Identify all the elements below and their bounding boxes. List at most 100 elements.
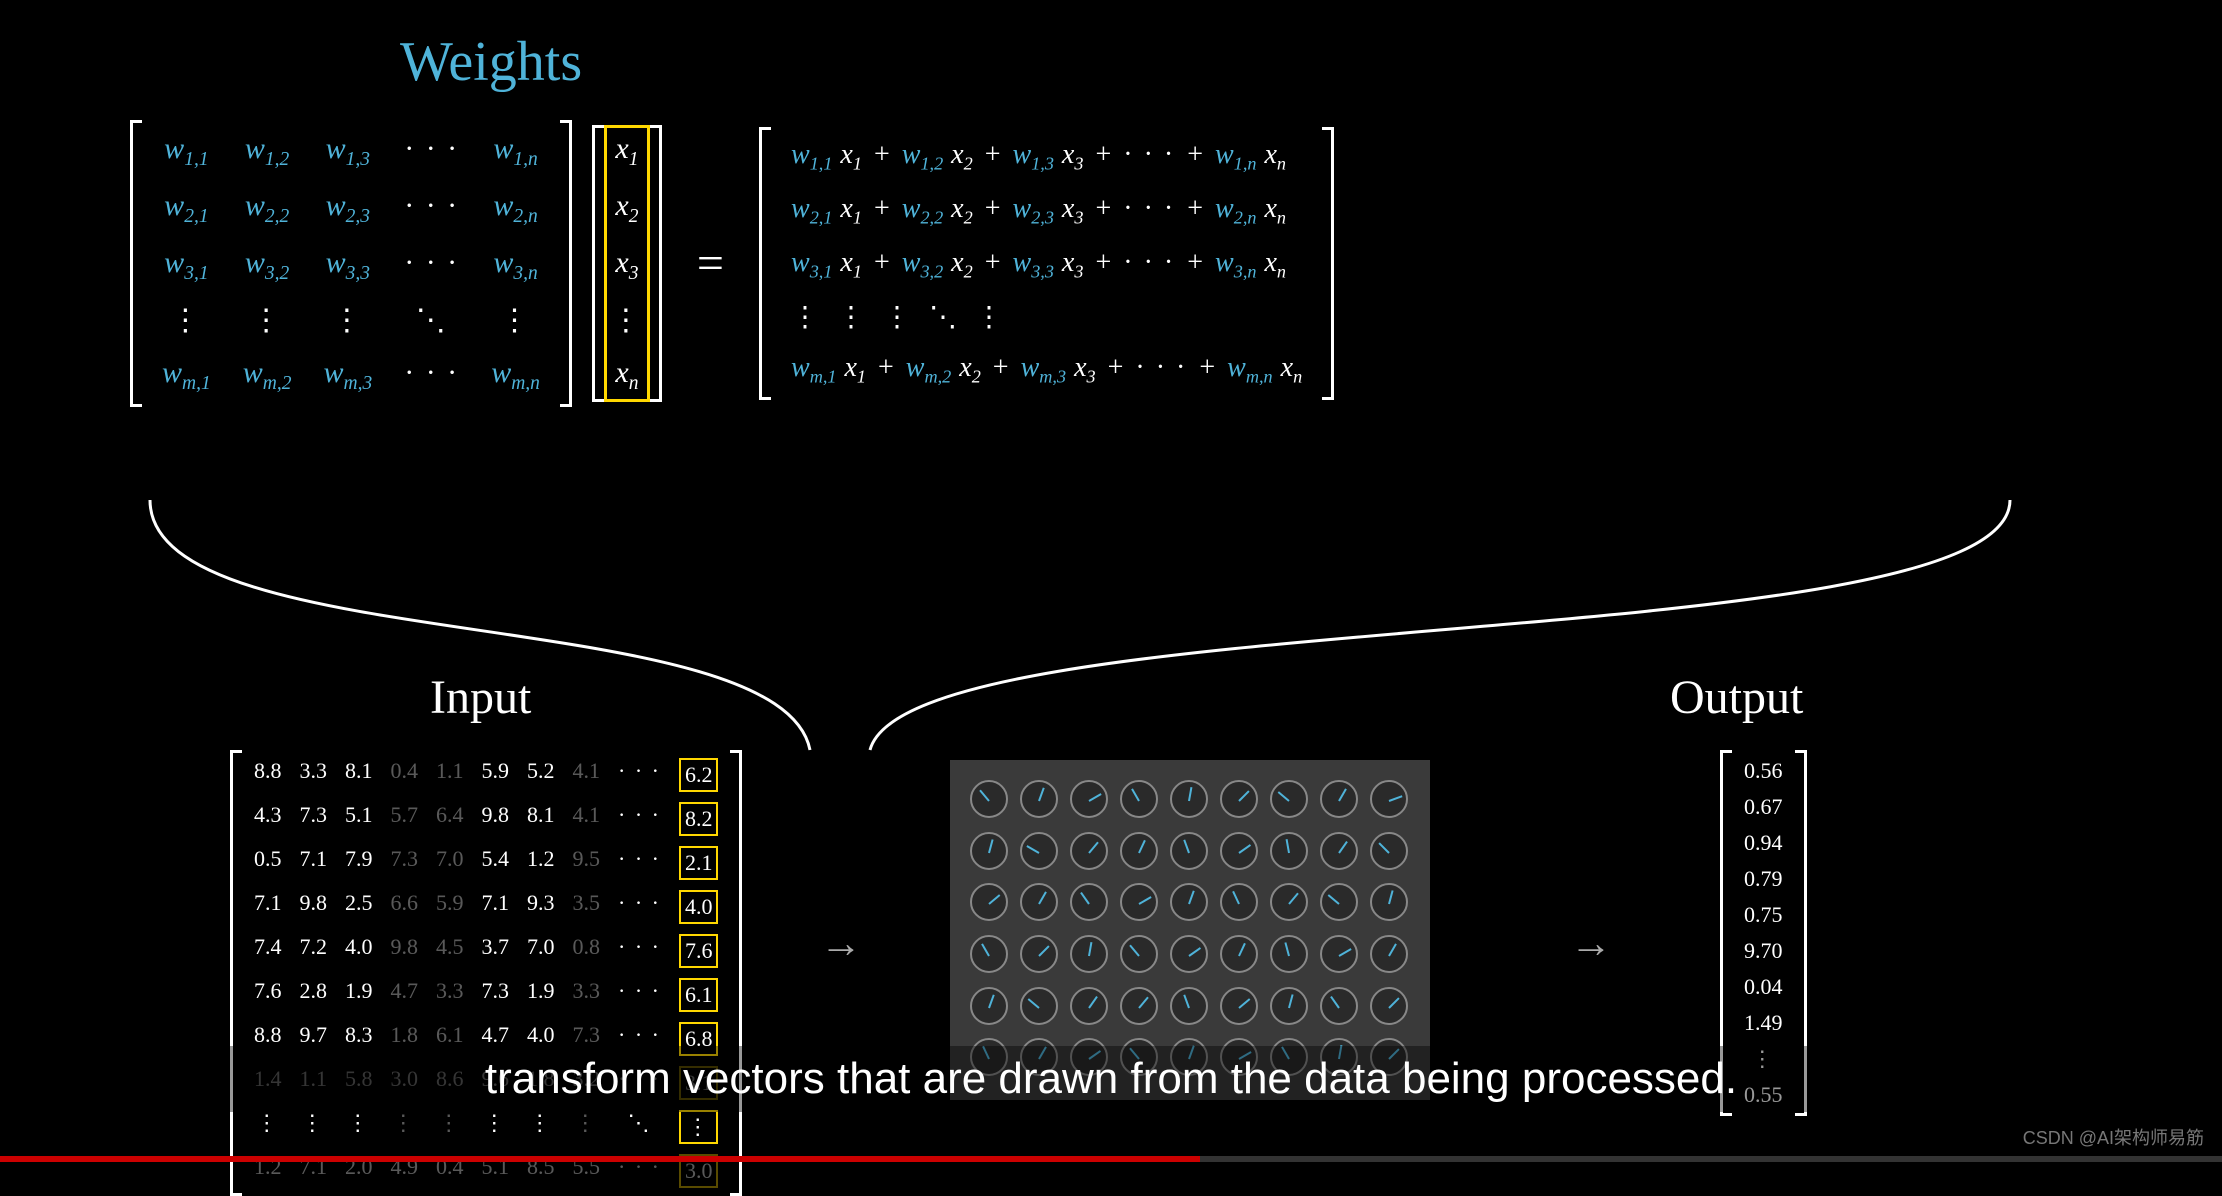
input-cell: 7.9 — [345, 846, 373, 880]
output-entry: 0.75 — [1744, 902, 1783, 928]
weight-cell: wm,n — [491, 356, 540, 395]
input-cell: ⋮ — [300, 1110, 328, 1144]
dial-icon — [1370, 780, 1408, 818]
input-cell: · · · — [618, 846, 661, 880]
input-cell: 9.5 — [573, 846, 601, 880]
input-cell: 8.8 — [254, 758, 282, 792]
input-cell: 6.2 — [679, 758, 719, 792]
input-cell: 1.1 — [436, 758, 464, 792]
dial-icon — [1020, 780, 1058, 818]
dial-icon — [1020, 935, 1058, 973]
input-cell: 1.9 — [527, 978, 555, 1012]
input-cell: ⋮ — [527, 1110, 555, 1144]
dial-icon — [1370, 987, 1408, 1025]
dial-icon — [1020, 883, 1058, 921]
dial-icon — [1070, 987, 1108, 1025]
dial-icon — [1120, 987, 1158, 1025]
dial-icon — [1370, 832, 1408, 870]
input-cell: 9.3 — [527, 890, 555, 924]
progress-fill — [0, 1156, 1200, 1162]
input-cell: 7.0 — [527, 934, 555, 968]
output-entry: 0.04 — [1744, 974, 1783, 1000]
dial-icon — [1220, 935, 1258, 973]
input-cell: 7.1 — [254, 890, 282, 924]
output-entry: 0.67 — [1744, 794, 1783, 820]
weight-cell: wm,1 — [162, 356, 211, 395]
dial-icon — [1220, 832, 1258, 870]
weight-cell: · · · — [404, 189, 459, 228]
arrow-icon: → — [1570, 920, 1612, 968]
dial-icon — [970, 987, 1008, 1025]
video-progress-bar[interactable] — [0, 1156, 2222, 1162]
input-cell: 7.3 — [300, 802, 328, 836]
input-data-matrix: 8.83.38.10.41.15.95.24.1· · ·6.24.37.35.… — [230, 750, 742, 1196]
result-row: w2,1x1+w2,2x2+w2,3x3+· · ·+w2,nxn — [791, 193, 1302, 229]
input-title: Input — [430, 670, 531, 725]
weight-cell: w2,2 — [243, 189, 292, 228]
input-cell: ⋮ — [391, 1110, 419, 1144]
input-cell: 6.6 — [391, 890, 419, 924]
weight-cell: ⋮ — [491, 303, 540, 338]
weight-cell: w1,3 — [323, 132, 372, 171]
dial-icon — [1070, 935, 1108, 973]
dial-icon — [1320, 883, 1358, 921]
input-cell: ⋮ — [345, 1110, 373, 1144]
dial-icon — [1320, 935, 1358, 973]
x-entry: xn — [611, 356, 643, 395]
weight-cell: wm,3 — [323, 356, 372, 395]
input-cell: 4.0 — [345, 934, 373, 968]
weight-cell: w3,n — [491, 246, 540, 285]
result-row: ⋮⋮⋮⋱⋮ — [791, 300, 1302, 334]
x-vector: x1x2x3⋮xn — [592, 125, 662, 402]
output-entry: 0.94 — [1744, 830, 1783, 856]
input-cell: 5.7 — [391, 802, 419, 836]
weight-cell: ⋮ — [162, 303, 211, 338]
dial-icon — [1170, 832, 1208, 870]
input-cell: 4.1 — [573, 758, 601, 792]
input-cell: 5.1 — [345, 802, 373, 836]
input-cell: 2.8 — [300, 978, 328, 1012]
output-entry: 1.49 — [1744, 1010, 1783, 1036]
output-entry: 0.56 — [1744, 758, 1783, 784]
weight-cell: · · · — [404, 246, 459, 285]
input-cell: 1.9 — [345, 978, 373, 1012]
weight-cell: ⋮ — [323, 303, 372, 338]
output-entry: 9.70 — [1744, 938, 1783, 964]
dial-icon — [1220, 780, 1258, 818]
weight-cell: wm,2 — [243, 356, 292, 395]
x-entry: ⋮ — [611, 303, 643, 338]
input-cell: ⋮ — [482, 1110, 510, 1144]
weight-cell: · · · — [404, 356, 459, 395]
input-cell: 4.7 — [391, 978, 419, 1012]
input-cell: 7.0 — [436, 846, 464, 880]
input-cell: 7.4 — [254, 934, 282, 968]
input-cell: · · · — [618, 934, 661, 968]
input-cell: 3.7 — [482, 934, 510, 968]
dial-icon — [970, 832, 1008, 870]
input-cell: ⋮ — [573, 1110, 601, 1144]
weight-cell: w2,3 — [323, 189, 372, 228]
dial-icon — [1320, 832, 1358, 870]
input-cell: 7.3 — [482, 978, 510, 1012]
output-entry: 0.79 — [1744, 866, 1783, 892]
video-caption: transform vectors that are drawn from th… — [0, 1046, 2222, 1112]
input-cell: ⋮ — [436, 1110, 464, 1144]
dial-icon — [1020, 832, 1058, 870]
input-cell: 8.2 — [679, 802, 719, 836]
matrix-equation: w1,1w1,2w1,3· · ·w1,nw2,1w2,2w2,3· · ·w2… — [130, 120, 1334, 407]
dial-icon — [1070, 883, 1108, 921]
weights-title: Weights — [400, 30, 582, 94]
dial-icon — [1070, 780, 1108, 818]
input-cell: 8.1 — [345, 758, 373, 792]
weight-cell: w2,n — [491, 189, 540, 228]
weight-cell: · · · — [404, 132, 459, 171]
input-cell: 4.5 — [436, 934, 464, 968]
connector-curves — [130, 480, 2030, 780]
weight-matrix: w1,1w1,2w1,3· · ·w1,nw2,1w2,2w2,3· · ·w2… — [130, 120, 572, 407]
watermark: CSDN @AI架构师易筋 — [2023, 1124, 2204, 1150]
input-cell: 0.4 — [391, 758, 419, 792]
input-cell: 7.6 — [679, 934, 719, 968]
dial-icon — [1170, 987, 1208, 1025]
dial-icon — [1370, 883, 1408, 921]
input-cell: 7.2 — [300, 934, 328, 968]
